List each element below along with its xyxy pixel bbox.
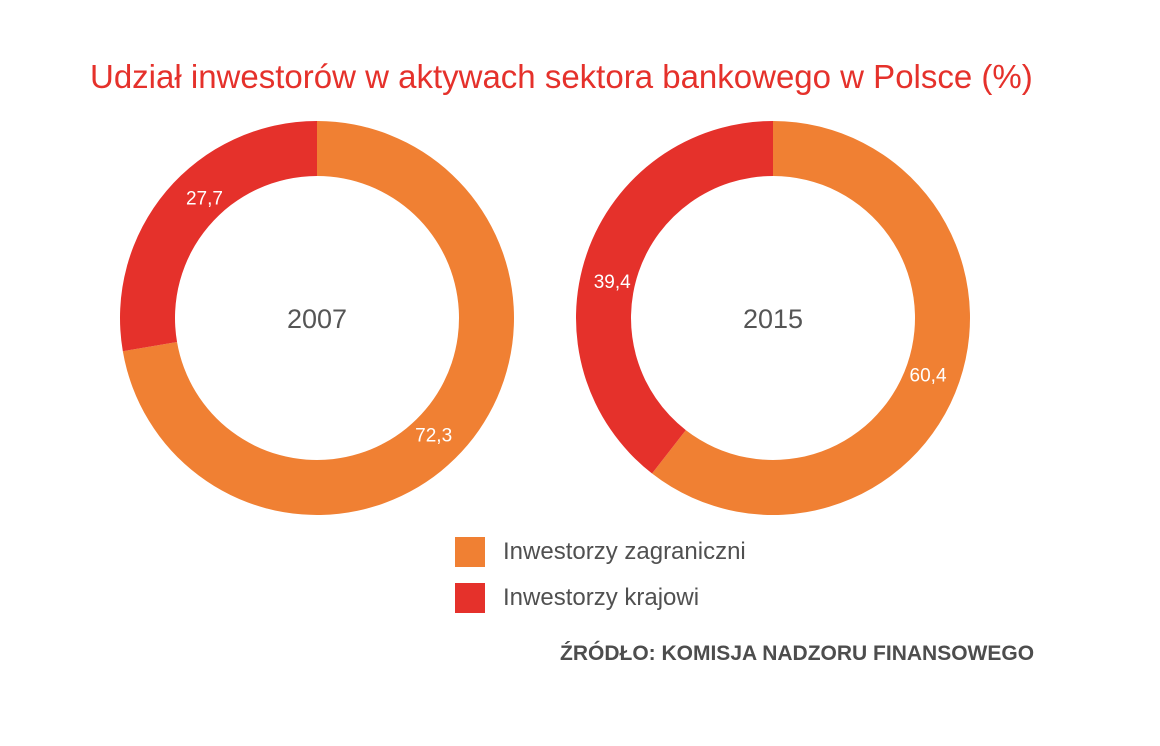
legend-swatch-domestic [455,583,485,613]
legend-label-foreign: Inwestorzy zagraniczni [503,538,746,565]
donut-2007-slice-1 [120,121,318,352]
donut-2007-label-0: 72,3 [415,426,452,447]
donut-2015-label-0: 60,4 [910,365,947,386]
legend-label-domestic: Inwestorzy krajowi [503,584,700,611]
donut-2007-label-1: 27,7 [186,188,223,209]
donut-2015-label-1: 39,4 [594,272,631,293]
legend-item-domestic: Inwestorzy krajowi [455,582,746,614]
source-note: ŹRÓDŁO: KOMISJA NADZORU FINANSOWEGO [560,642,1035,665]
legend: Inwestorzy zagraniczni Inwestorzy krajow… [455,536,746,628]
donut-2015-slice-0 [652,121,970,515]
legend-item-foreign: Inwestorzy zagraniczni [455,536,746,568]
donut-center-label-2007: 2007 [287,304,347,334]
donut-2015-slice-1 [576,121,773,474]
legend-swatch-foreign [455,537,485,567]
donut-center-label-2015: 2015 [743,304,803,334]
chart-title: Udział inwestorów w aktywach sektora ban… [90,58,1033,95]
